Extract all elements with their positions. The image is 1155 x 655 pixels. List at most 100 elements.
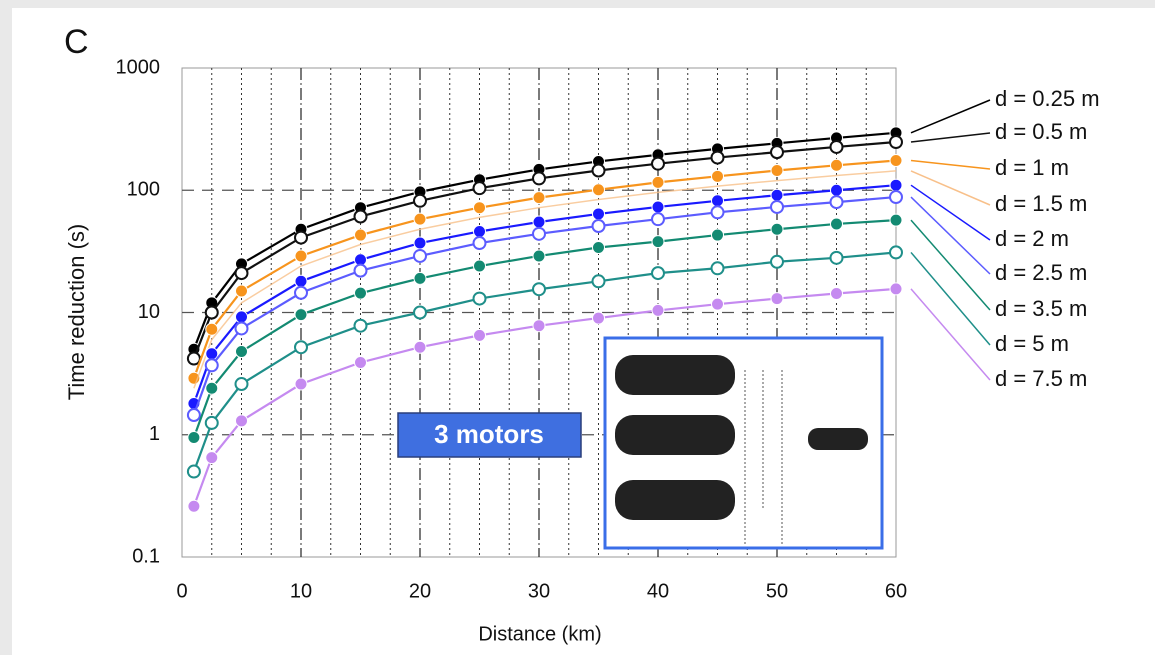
data-point — [473, 201, 486, 215]
data-point — [187, 499, 201, 513]
y-axis-label: Time reduction (s) — [64, 224, 89, 400]
legend-connector — [910, 132, 991, 143]
data-point — [532, 191, 546, 205]
series-line — [192, 251, 897, 472]
data-point — [889, 154, 903, 168]
x-tick-label: 10 — [290, 580, 312, 602]
data-point — [532, 282, 546, 297]
series-line — [192, 159, 897, 379]
data-point — [651, 212, 665, 227]
data-point — [472, 181, 487, 196]
legend-connector — [910, 159, 991, 170]
data-point — [204, 305, 219, 320]
x-tick-label: 50 — [766, 580, 788, 602]
motorcycle — [808, 428, 868, 450]
data-point — [413, 236, 427, 250]
data-point — [205, 381, 219, 395]
data-point — [710, 261, 725, 276]
data-point — [186, 464, 201, 479]
x-tick-label: 60 — [885, 580, 907, 602]
x-axis-label: Distance (km) — [478, 623, 601, 645]
legend-connector — [910, 170, 991, 206]
legend-connector — [910, 99, 991, 134]
y-tick-label: 10 — [138, 301, 160, 323]
data-point — [354, 355, 367, 369]
data-point — [592, 241, 605, 255]
data-point — [651, 266, 665, 281]
data-point — [353, 318, 368, 333]
data-point — [413, 271, 427, 285]
data-point — [592, 207, 605, 221]
legend-label: d = 5 m — [995, 331, 1069, 356]
data-point — [889, 178, 903, 192]
data-point — [354, 286, 367, 300]
data-point — [205, 451, 219, 465]
data-point — [353, 263, 368, 278]
y-tick-label: 1 — [149, 423, 160, 445]
x-tick-label: 20 — [409, 580, 431, 602]
data-point — [889, 213, 903, 227]
series-line — [192, 131, 897, 350]
data-point — [592, 183, 605, 197]
motorcycle — [615, 415, 735, 455]
motorcycle — [615, 355, 735, 395]
legend-connector — [910, 251, 991, 346]
legend-connector — [910, 288, 991, 381]
data-point — [710, 150, 725, 165]
data-point — [770, 188, 784, 202]
data-point — [591, 163, 606, 178]
data-point — [472, 291, 487, 306]
y-tick-label: 0.1 — [132, 545, 160, 567]
data-point — [473, 224, 486, 238]
data-point — [204, 415, 219, 430]
data-point — [235, 310, 248, 324]
legend-label: d = 2.5 m — [995, 260, 1087, 285]
data-point — [651, 303, 665, 317]
data-point — [532, 171, 546, 186]
data-point — [532, 319, 546, 333]
data-point — [651, 200, 665, 214]
data-point — [235, 344, 248, 358]
data-point — [889, 190, 903, 205]
x-tick-label: 0 — [176, 580, 187, 602]
legend-label: d = 0.25 m — [995, 86, 1100, 111]
data-point — [473, 328, 486, 342]
data-point — [889, 282, 903, 296]
series-line — [192, 287, 897, 507]
data-point — [472, 236, 487, 251]
data-point — [532, 249, 546, 263]
data-point — [830, 158, 843, 172]
series-line — [192, 195, 897, 416]
data-point — [235, 284, 248, 298]
series-line — [193, 170, 897, 389]
data-point — [889, 245, 903, 260]
legend-connector — [910, 219, 991, 311]
series-line — [192, 140, 897, 359]
plot-area: 0 10 20 30 40 50 60 0.1 1 10 100 1000 — [116, 56, 908, 602]
data-point — [354, 228, 367, 242]
data-point — [710, 205, 725, 220]
series-line — [192, 184, 897, 404]
data-point — [294, 285, 308, 300]
inset-guides — [744, 370, 783, 545]
legend-label: d = 2 m — [995, 226, 1069, 251]
data-point — [234, 321, 249, 336]
data-point — [829, 139, 844, 154]
data-point — [234, 266, 249, 281]
data-point — [830, 217, 843, 231]
y-tick-label: 1000 — [116, 56, 161, 78]
x-tick-label: 30 — [528, 580, 550, 602]
data-point — [591, 218, 606, 233]
data-point — [651, 156, 665, 171]
data-point — [473, 259, 486, 273]
data-point — [413, 193, 427, 208]
legend-label: d = 1 m — [995, 155, 1069, 180]
data-point — [294, 274, 308, 288]
legend-label: d = 1.5 m — [995, 191, 1087, 216]
data-point — [294, 377, 308, 391]
data-point — [770, 199, 784, 214]
data-point — [186, 351, 201, 366]
data-point — [711, 194, 724, 208]
data-point — [413, 212, 427, 226]
